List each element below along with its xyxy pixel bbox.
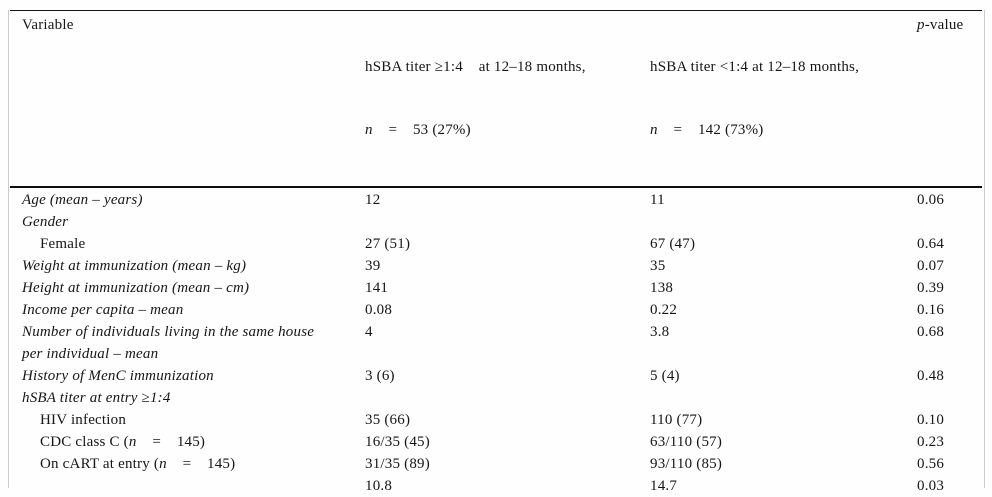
label-part: CDC class C ( (40, 434, 129, 450)
n-symbol: n (159, 456, 167, 472)
variable-cell: History of MenC immunization (22, 368, 214, 384)
variable-cell: CDC class C (n = 145) (22, 431, 365, 453)
group2-value-cell: 14.7 (650, 478, 678, 494)
table-row-age: Age (mean – years) 12 11 0.06 (10, 189, 982, 211)
label-part: = 145) (136, 434, 206, 450)
table-row-menc-history: History of MenC immunization 3 (6) 5 (4)… (10, 365, 982, 387)
group2-header-line1: hSBA titer <1:4 at 12–18 months, (650, 59, 860, 75)
variable-cell: Female (40, 236, 86, 252)
group2-value-cell: 0.22 (650, 302, 678, 318)
group1-value-cell: 39 (365, 258, 381, 274)
group2-value-cell: 11 (650, 192, 665, 208)
table-row-cdc-class-c: CDC class C (n = 145) 16/35 (45) 63/110 … (10, 431, 982, 453)
variable-cell: Gender (22, 214, 69, 230)
group2-value-cell: 63/110 (57) (650, 434, 723, 450)
pvalue-cell: 0.23 (917, 434, 945, 450)
pvalue-cell: 0.64 (917, 236, 945, 252)
group1-value-cell: 3 (6) (365, 368, 395, 384)
pvalue-cell: 0.48 (917, 368, 945, 384)
table-row-income: Income per capita – mean 0.08 0.22 0.16 (10, 299, 982, 321)
variable-cell: Number of individuals living in the same… (22, 324, 315, 362)
pvalue-header-suffix: -value (924, 17, 964, 33)
variable-cell: On cART at entry (n = 145) (22, 453, 365, 475)
n-symbol: n (128, 434, 137, 450)
group1-header-line2: n = 53 (27%) (365, 120, 650, 141)
table-row-female: Female 27 (51) 67 (47) 0.64 (10, 233, 982, 255)
table-body: Age (mean – years) 12 11 0.06 Gender Fem… (10, 188, 982, 497)
table-row-height: Height at immunization (mean – cm) 141 1… (10, 277, 982, 299)
group2-value-cell: 35 (650, 258, 666, 274)
table-row-nadir-cd4: Nadir CD4+ cells percent – mean (n = 145… (10, 475, 982, 497)
comparison-table: Variable hSBA titer ≥1:4 at 12–18 months… (10, 10, 982, 497)
pvalue-cell: 0.07 (917, 258, 945, 274)
table-row-gender: Gender (10, 211, 982, 233)
group1-header-line1: hSBA titer ≥1:4 at 12–18 months, (365, 59, 586, 75)
label-part: On cART at entry ( (40, 456, 160, 472)
group2-value-cell: 138 (650, 280, 674, 296)
variable-cell: HIV infection (40, 412, 127, 428)
group1-value-cell: 10.8 (365, 478, 393, 494)
table-row-hiv-infection: HIV infection 35 (66) 110 (77) 0.10 (10, 409, 982, 431)
group1-value-cell: 0.08 (365, 302, 393, 318)
group1-value-cell: 31/35 (89) (365, 456, 430, 472)
pvalue-column-header: p-value (917, 15, 982, 183)
variable-cell: Weight at immunization (mean – kg) (22, 258, 247, 274)
pvalue-cell: 0.10 (917, 412, 945, 428)
group2-value-cell: 110 (77) (650, 412, 703, 428)
group1-value-cell: 12 (365, 192, 381, 208)
group2-value-cell: 5 (4) (650, 368, 680, 384)
group2-value-cell: 93/110 (85) (650, 456, 723, 472)
scan-artifact-line-left (8, 10, 9, 488)
label-part: = 145) (166, 456, 236, 472)
group2-column-header: hSBA titer <1:4 at 12–18 months, n = 142… (650, 15, 917, 183)
table-row-weight: Weight at immunization (mean – kg) 39 35… (10, 255, 982, 277)
group1-value-cell: 16/35 (45) (365, 434, 430, 450)
variable-cell: Height at immunization (mean – cm) (22, 280, 250, 296)
pvalue-cell: 0.16 (917, 302, 945, 318)
variable-cell: Age (mean – years) (22, 192, 143, 208)
group1-value-cell: 27 (51) (365, 236, 411, 252)
group2-n-count: = 142 (73%) (657, 122, 764, 138)
pvalue-cell: 0.56 (917, 456, 945, 472)
table-header-row: Variable hSBA titer ≥1:4 at 12–18 months… (10, 11, 982, 188)
n-symbol: n (365, 122, 373, 138)
group1-n-count: = 53 (27%) (372, 122, 471, 138)
table-row-household-size: Number of individuals living in the same… (10, 321, 982, 365)
group1-column-header: hSBA titer ≥1:4 at 12–18 months, n = 53 … (365, 15, 650, 183)
group1-value-cell: 4 (365, 324, 373, 340)
scan-artifact-line-right (984, 10, 985, 488)
variable-cell: hSBA titer at entry ≥1:4 (22, 390, 171, 406)
n-symbol: n (650, 122, 658, 138)
pvalue-cell: 0.39 (917, 280, 945, 296)
variable-cell: Nadir CD4+ cells percent – mean (n = 145… (22, 475, 365, 497)
table-row-cart-at-entry: On cART at entry (n = 145) 31/35 (89) 93… (10, 453, 982, 475)
group2-value-cell: 3.8 (650, 324, 670, 340)
pvalue-cell: 0.68 (917, 324, 945, 340)
group2-value-cell: 67 (47) (650, 236, 696, 252)
pvalue-cell: 0.06 (917, 192, 945, 208)
variable-cell: Income per capita – mean (22, 302, 184, 318)
group1-value-cell: 35 (66) (365, 412, 411, 428)
variable-column-header: Variable (22, 17, 74, 33)
table-row-hsba-entry-section: hSBA titer at entry ≥1:4 (10, 387, 982, 409)
p-symbol: p (917, 17, 925, 33)
pvalue-cell: 0.03 (917, 478, 945, 494)
group2-header-line2: n = 142 (73%) (650, 120, 917, 141)
group1-value-cell: 141 (365, 280, 389, 296)
